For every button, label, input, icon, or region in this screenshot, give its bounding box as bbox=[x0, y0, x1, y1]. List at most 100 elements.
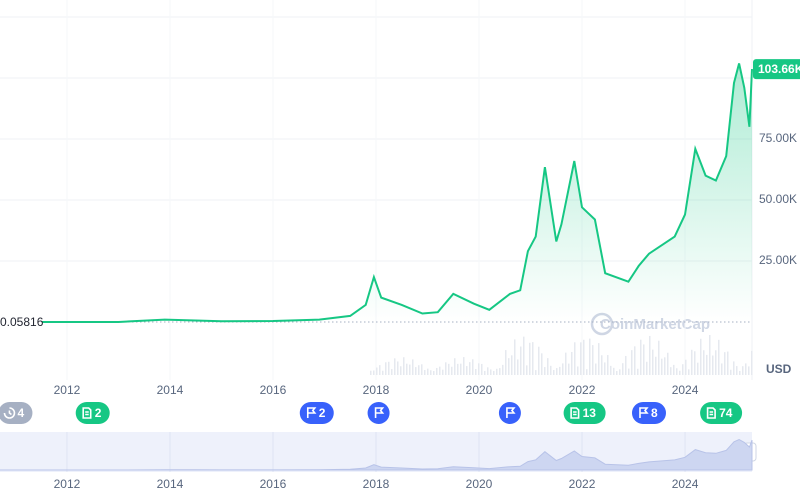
volume-bar bbox=[676, 368, 678, 375]
event-icon bbox=[706, 407, 716, 419]
volume-bar bbox=[538, 346, 540, 375]
volume-bar bbox=[505, 350, 507, 375]
volume-bar bbox=[607, 355, 609, 375]
volume-bar bbox=[421, 364, 423, 375]
volume-bar bbox=[382, 370, 384, 375]
volume-bar bbox=[673, 364, 675, 375]
volume-bar bbox=[508, 358, 510, 375]
event-icon bbox=[82, 407, 92, 419]
navigator-tick-label: 2014 bbox=[157, 477, 184, 491]
start-label: 0.05816 bbox=[0, 315, 44, 329]
volume-bar bbox=[697, 362, 699, 375]
volume-bar bbox=[553, 369, 555, 375]
volume-bar bbox=[658, 340, 660, 375]
volume-bar bbox=[709, 335, 711, 375]
volume-bar bbox=[727, 351, 729, 375]
volume-bar bbox=[691, 349, 693, 375]
volume-bar bbox=[694, 351, 696, 375]
volume-bar bbox=[454, 358, 456, 375]
event-count: 13 bbox=[583, 406, 597, 420]
volume-bars bbox=[370, 335, 753, 375]
volume-bar bbox=[433, 370, 435, 375]
navigator-tick-label: 2018 bbox=[363, 477, 390, 491]
area bbox=[0, 63, 752, 323]
volume-bar bbox=[550, 365, 552, 375]
event-badge[interactable]: 74 bbox=[700, 402, 743, 424]
volume-bar bbox=[379, 365, 381, 375]
volume-bar bbox=[430, 370, 432, 375]
volume-bar bbox=[742, 366, 744, 375]
event-count: 2 bbox=[319, 406, 326, 420]
event-icon bbox=[374, 407, 385, 418]
x-tick-label: 2022 bbox=[569, 383, 596, 397]
volume-bar bbox=[622, 363, 624, 375]
volume-bar bbox=[499, 368, 501, 375]
volume-bar bbox=[685, 359, 687, 375]
volume-bar bbox=[448, 363, 450, 375]
event-badge[interactable] bbox=[498, 402, 521, 424]
x-tick-label: 2020 bbox=[466, 383, 493, 397]
event-count: 2 bbox=[95, 406, 102, 420]
volume-bar bbox=[649, 335, 651, 375]
volume-bar bbox=[556, 368, 558, 375]
volume-bar bbox=[586, 369, 588, 375]
volume-bar bbox=[490, 369, 492, 375]
volume-bar bbox=[628, 368, 630, 375]
volume-bar bbox=[520, 346, 522, 375]
volume-bar bbox=[640, 339, 642, 375]
currency-label: USD bbox=[766, 362, 792, 376]
event-badge[interactable] bbox=[367, 402, 390, 424]
volume-bar bbox=[451, 366, 453, 375]
x-tick-label: 2024 bbox=[672, 383, 699, 397]
volume-bar bbox=[493, 370, 495, 375]
volume-bar bbox=[406, 363, 408, 375]
volume-bar bbox=[394, 358, 396, 375]
volume-bar bbox=[613, 367, 615, 375]
volume-bar bbox=[745, 363, 747, 375]
event-badge-bg bbox=[631, 402, 666, 424]
volume-bar bbox=[418, 365, 420, 375]
volume-bar bbox=[541, 353, 543, 375]
volume-bar bbox=[688, 369, 690, 375]
volume-bar bbox=[526, 365, 528, 375]
volume-bar bbox=[739, 370, 741, 375]
volume-bar bbox=[643, 344, 645, 375]
volume-bar bbox=[409, 364, 411, 375]
price-line bbox=[0, 63, 753, 323]
event-badge[interactable]: 2 bbox=[75, 402, 110, 424]
volume-bar bbox=[562, 363, 564, 375]
volume-bar bbox=[532, 342, 534, 375]
volume-bar bbox=[535, 370, 537, 375]
volume-bar bbox=[424, 370, 426, 375]
volume-bar bbox=[514, 339, 516, 375]
volume-bar bbox=[664, 357, 666, 375]
event-badge[interactable]: 13 bbox=[563, 402, 606, 424]
volume-bar bbox=[442, 369, 444, 375]
volume-bar bbox=[523, 336, 525, 375]
volume-bar bbox=[445, 362, 447, 375]
event-badge[interactable]: 2 bbox=[299, 402, 334, 424]
navigator-tick-label: 2022 bbox=[569, 477, 596, 491]
event-badge[interactable]: 8 bbox=[631, 402, 666, 424]
volume-bar bbox=[598, 343, 600, 375]
volume-bar bbox=[463, 357, 465, 375]
volume-bar bbox=[619, 369, 621, 375]
volume-bar bbox=[601, 355, 603, 375]
event-badge[interactable]: 4 bbox=[0, 402, 33, 424]
volume-bar bbox=[565, 352, 567, 375]
volume-bar bbox=[529, 342, 531, 375]
volume-bar bbox=[427, 368, 429, 375]
volume-bar bbox=[571, 351, 573, 375]
volume-bar bbox=[652, 349, 654, 375]
volume-bar bbox=[391, 369, 393, 375]
x-tick-label: 2014 bbox=[157, 383, 184, 397]
volume-bar bbox=[436, 367, 438, 375]
volume-bar bbox=[604, 362, 606, 375]
volume-bar bbox=[568, 363, 570, 375]
volume-bar bbox=[481, 363, 483, 375]
volume-bar bbox=[415, 367, 417, 375]
volume-bar bbox=[700, 338, 702, 375]
navigator-tick-label: 2016 bbox=[260, 477, 287, 491]
volume-bar bbox=[373, 370, 375, 375]
